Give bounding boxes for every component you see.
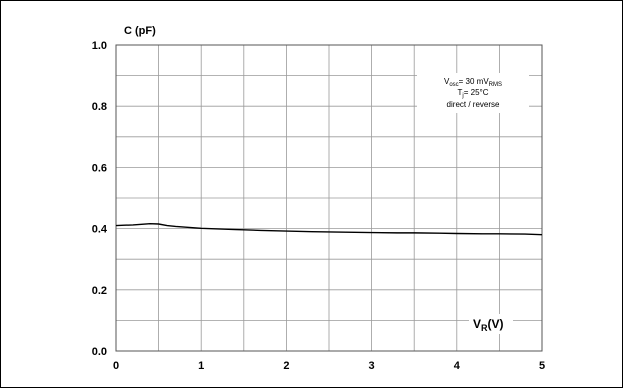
y-tick-label: 1.0 (92, 40, 107, 52)
svg-text:VR(V): VR(V) (473, 317, 504, 333)
y-tick-label: 0.6 (92, 162, 107, 174)
svg-text:Tj= 25°C: Tj= 25°C (457, 88, 488, 99)
x-axis-title-unit: (V) (488, 317, 504, 331)
annotation-temp: = 25°C (464, 88, 489, 97)
plot-area-border (115, 44, 543, 352)
svg-text:Vosc= 30 mVRMS: Vosc= 30 mVRMS (444, 77, 502, 88)
annotation-t: T (457, 88, 462, 97)
annotation-j: j (461, 93, 463, 99)
grid (115, 44, 543, 352)
x-tick-label: 5 (539, 360, 545, 372)
y-tick-label: 0.8 (92, 101, 107, 113)
x-axis-title: VR(V) (469, 314, 513, 334)
annotation-v: V (444, 77, 450, 86)
annotation-osc: osc (449, 82, 458, 88)
y-axis-title: C (pF) (124, 25, 156, 37)
x-tick-label: 1 (198, 360, 204, 372)
conditions-annotation: Vosc= 30 mVRMS Tj= 25°C direct / reverse (417, 73, 529, 113)
annotation-30mv: = 30 mV (459, 77, 490, 86)
y-tick-label: 0.2 (92, 285, 107, 297)
x-tick-label: 0 (113, 360, 119, 372)
annotation-direct-reverse: direct / reverse (447, 100, 500, 109)
x-axis-title-r: R (481, 323, 488, 333)
x-tick-label: 4 (454, 360, 461, 372)
y-tick-label: 0.0 (92, 346, 107, 358)
capacitance-curve (115, 222, 543, 236)
y-tick-label: 0.4 (92, 224, 108, 236)
annotation-rms: RMS (489, 82, 502, 88)
x-tick-label: 2 (283, 360, 289, 372)
tick-labels: 0 1 2 3 4 5 0.0 0.2 0.4 0.6 0.8 1.0 (92, 40, 545, 372)
x-axis-title-v: V (473, 317, 481, 331)
x-tick-label: 3 (369, 360, 375, 372)
